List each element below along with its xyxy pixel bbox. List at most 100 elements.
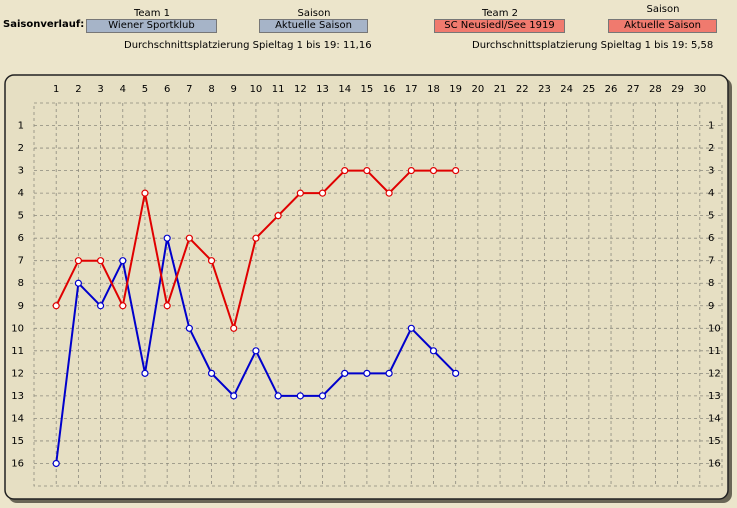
data-point [207, 257, 216, 265]
season2-select[interactable]: Aktuelle Saison [608, 19, 717, 33]
x-tick-label: 26 [605, 84, 618, 95]
x-tick-label: 19 [449, 84, 462, 95]
data-point [341, 166, 349, 175]
y-tick-label: 8 [18, 278, 24, 289]
data-point [119, 302, 127, 310]
data-point [252, 347, 260, 355]
y-tick-label: 12 [11, 368, 24, 379]
data-point [52, 302, 60, 310]
data-point [163, 302, 171, 310]
data-point [407, 324, 415, 332]
y-tick-label: 13 [708, 391, 721, 402]
x-tick-label: 24 [560, 84, 573, 95]
y-tick-label: 8 [708, 278, 714, 289]
y-tick-label: 4 [708, 188, 714, 199]
y-tick-label: 5 [18, 211, 24, 222]
data-point [318, 392, 327, 400]
x-tick-label: 3 [97, 84, 103, 95]
x-tick-label: 20 [472, 84, 485, 95]
data-point [429, 347, 438, 355]
y-tick-label: 1 [708, 121, 714, 132]
x-tick-label: 7 [186, 84, 192, 95]
x-tick-label: 6 [164, 84, 170, 95]
data-point [429, 166, 438, 175]
data-point [119, 257, 127, 265]
y-tick-label: 9 [708, 301, 714, 312]
y-tick-label: 11 [708, 346, 721, 357]
average2: Durchschnittsplatzierung Spieltag 1 bis … [472, 40, 714, 51]
x-tick-label: 29 [671, 84, 684, 95]
data-point [385, 189, 393, 197]
data-point [452, 369, 460, 377]
data-point [52, 459, 60, 468]
data-point [96, 302, 105, 310]
y-tick-label: 1 [18, 121, 24, 132]
section-label: Saisonverlauf: [3, 19, 85, 30]
data-point [141, 369, 149, 377]
data-point [74, 257, 82, 265]
x-tick-label: 21 [494, 84, 507, 95]
team2-select[interactable]: SC Neusiedl/See 1919 [434, 19, 565, 33]
y-tick-label: 11 [11, 346, 24, 357]
x-tick-label: 10 [250, 84, 263, 95]
y-tick-label: 16 [11, 458, 24, 469]
y-tick-label: 10 [708, 323, 721, 334]
x-tick-label: 12 [294, 84, 307, 95]
data-point [318, 189, 327, 197]
season1-caption: Saison [297, 8, 331, 19]
x-tick-label: 30 [693, 84, 706, 95]
x-tick-label: 4 [120, 84, 126, 95]
data-point [185, 234, 193, 242]
x-tick-label: 27 [627, 84, 640, 95]
x-tick-label: 15 [361, 84, 374, 95]
x-tick-label: 22 [516, 84, 529, 95]
team2-caption: Team 2 [482, 8, 518, 19]
team1-caption: Team 1 [134, 8, 170, 19]
data-point [296, 392, 304, 400]
data-point [274, 392, 282, 400]
data-point [207, 369, 216, 377]
x-tick-label: 28 [649, 84, 662, 95]
y-tick-label: 3 [18, 166, 24, 177]
data-point [296, 189, 304, 197]
data-point [407, 166, 415, 175]
data-point [163, 234, 171, 242]
data-point [141, 189, 149, 197]
y-tick-label: 7 [18, 256, 24, 267]
season1-select[interactable]: Aktuelle Saison [259, 19, 368, 33]
x-tick-label: 25 [582, 84, 595, 95]
data-point [274, 212, 282, 220]
y-tick-label: 15 [11, 436, 24, 447]
data-point [230, 324, 238, 332]
chart-panel [4, 74, 729, 500]
x-tick-label: 16 [383, 84, 396, 95]
plot-border [33, 102, 723, 487]
y-tick-label: 3 [708, 166, 714, 177]
data-point [385, 369, 393, 377]
y-tick-label: 16 [708, 458, 721, 469]
x-tick-label: 9 [231, 84, 237, 95]
y-tick-label: 6 [708, 233, 714, 244]
team1-select[interactable]: Wiener Sportklub [86, 19, 217, 33]
data-point [252, 234, 260, 242]
data-point [452, 166, 460, 175]
y-tick-label: 13 [11, 391, 24, 402]
y-tick-label: 2 [708, 143, 714, 154]
y-tick-label: 15 [708, 436, 721, 447]
data-point [363, 166, 371, 175]
x-tick-label: 13 [316, 84, 329, 95]
data-point [230, 392, 238, 400]
x-tick-label: 18 [427, 84, 440, 95]
y-tick-label: 5 [708, 211, 714, 222]
average1: Durchschnittsplatzierung Spieltag 1 bis … [124, 40, 372, 51]
season2-caption: Saison [646, 4, 680, 15]
x-tick-label: 23 [538, 84, 551, 95]
y-tick-label: 14 [11, 413, 24, 424]
data-point [185, 324, 193, 332]
x-tick-label: 8 [208, 84, 214, 95]
x-tick-label: 14 [338, 84, 351, 95]
data-point [74, 279, 82, 287]
y-tick-label: 2 [18, 143, 24, 154]
